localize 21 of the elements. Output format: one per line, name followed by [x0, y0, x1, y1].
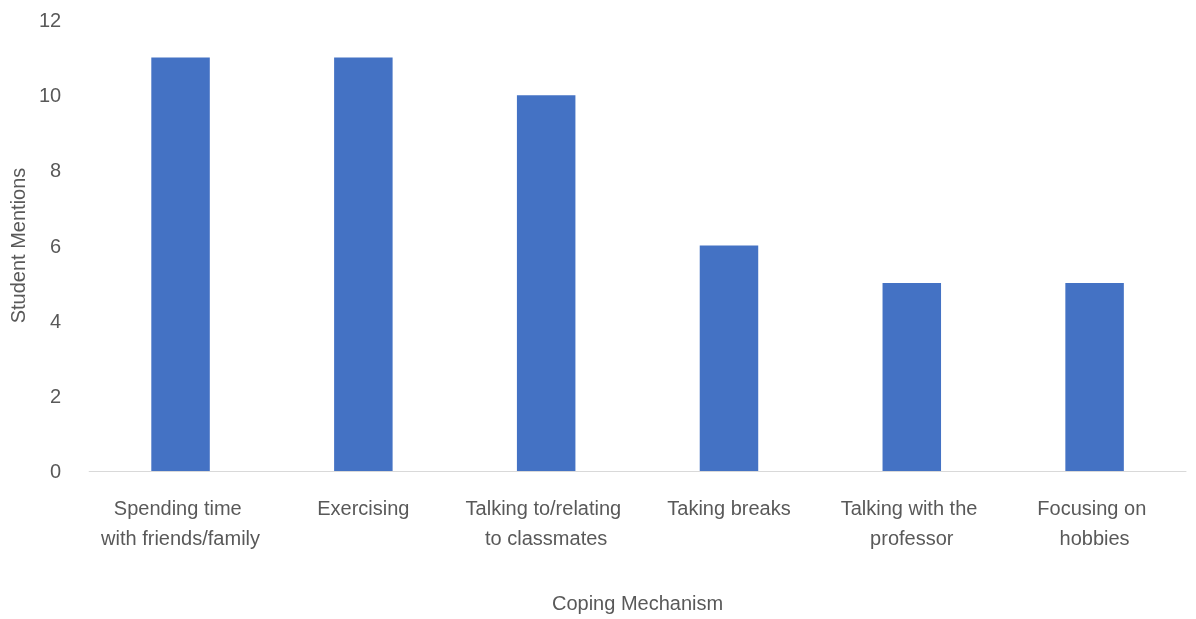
y-tick-label: 4 — [50, 309, 62, 332]
bar — [516, 95, 576, 471]
x-axis-title: Coping Mechanism — [551, 592, 724, 614]
bar — [1065, 283, 1124, 471]
y-tick-label: 10 — [38, 84, 62, 107]
x-tick-label: Spending time with friends/family — [100, 497, 261, 549]
bar — [882, 283, 942, 471]
x-tick-label: Talking with the professor — [840, 497, 983, 549]
y-tick-label: 12 — [38, 9, 62, 31]
bar — [151, 57, 210, 471]
bar — [699, 245, 759, 471]
x-tick-label: Taking breaks — [667, 497, 791, 519]
x-tick-label: Talking to/relating to classmates — [465, 497, 627, 549]
y-tick-label: 6 — [50, 234, 62, 257]
x-tick-label: Focusing on hobbies — [1037, 497, 1152, 549]
y-tick-label: 2 — [50, 384, 62, 407]
x-tick-label: Exercising — [317, 497, 410, 519]
y-axis-title: Student Mentions — [7, 167, 29, 324]
bar — [334, 57, 393, 471]
y-tick-label: 0 — [50, 460, 62, 482]
y-tick-label: 8 — [50, 159, 62, 182]
